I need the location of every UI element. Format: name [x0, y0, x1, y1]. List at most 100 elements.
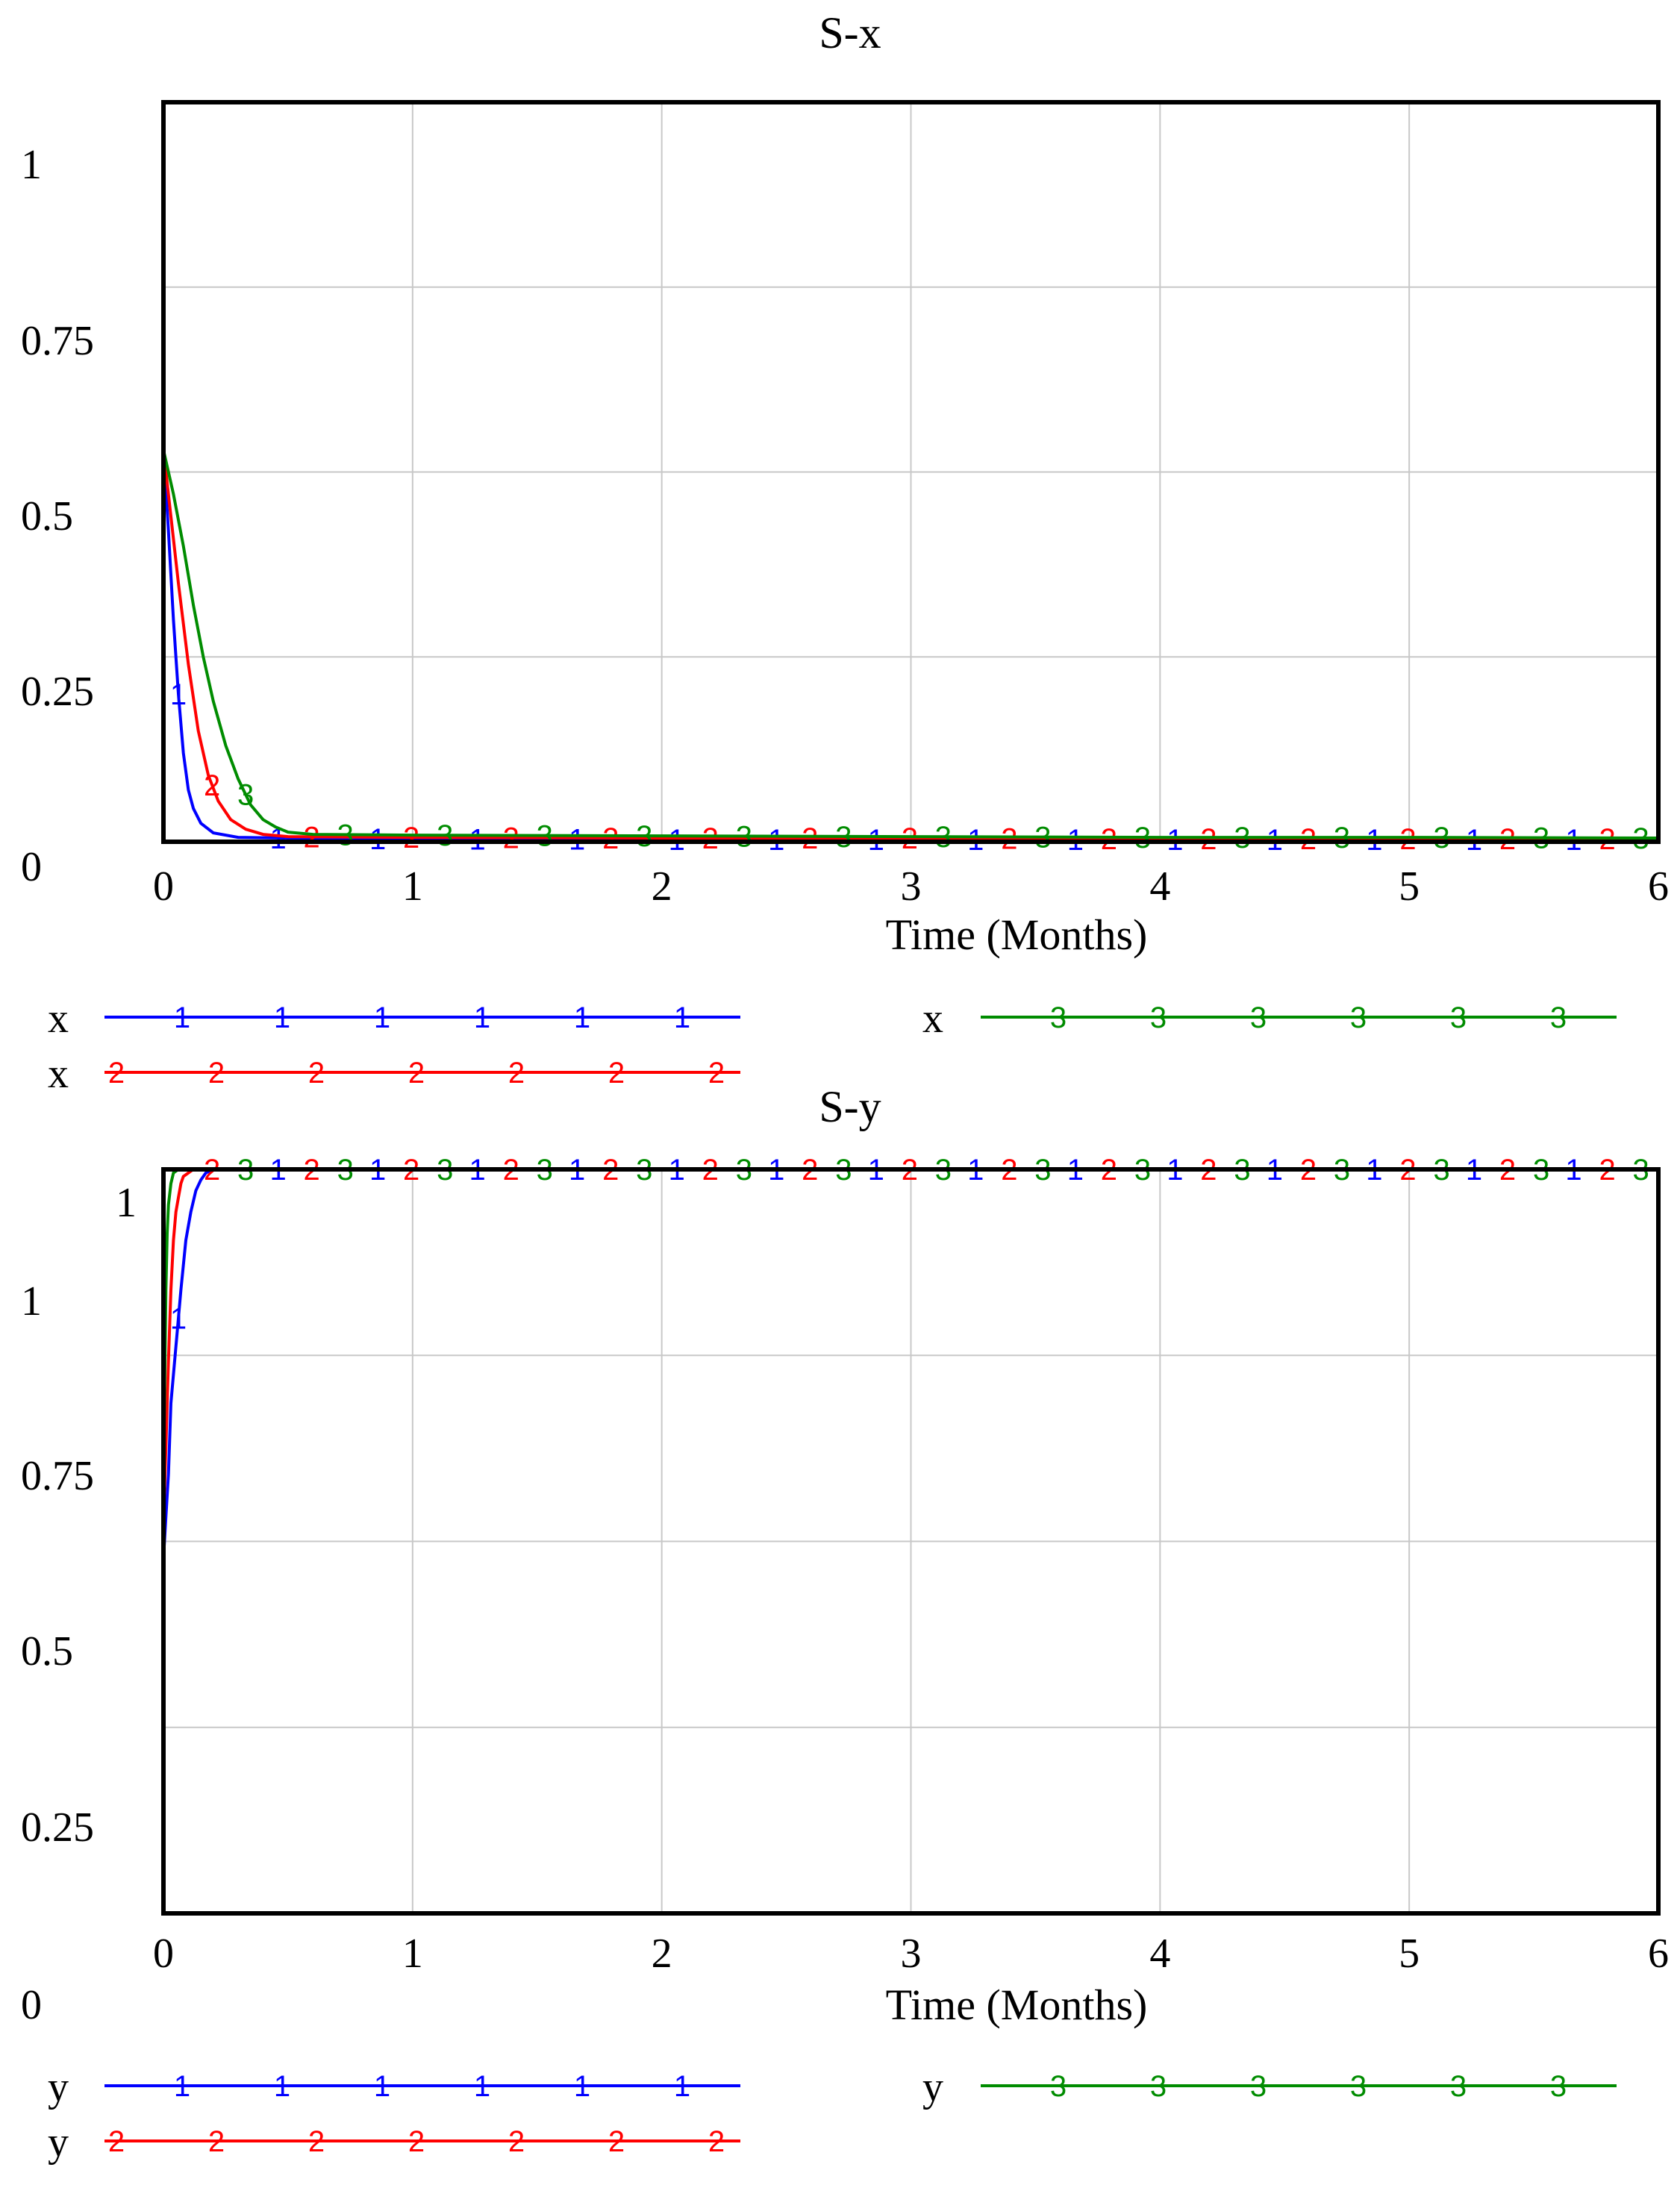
legend-marker-2: 2 [608, 2125, 625, 2158]
y-tick-label: 0.75 [21, 1453, 94, 1499]
series-marker-2: 2 [702, 822, 719, 855]
legend-marker-2: 2 [208, 1057, 225, 1090]
series-line-3 [162, 449, 1659, 840]
legend-marker-1: 1 [174, 1001, 190, 1034]
x-tick-label: 6 [1648, 863, 1669, 910]
x-tick-label: 2 [652, 863, 672, 910]
legend-marker-1: 1 [674, 1001, 690, 1034]
series-marker-2: 2 [902, 822, 918, 855]
series-marker-2: 2 [503, 822, 519, 854]
legend-marker-3: 3 [1550, 1001, 1567, 1034]
legend-marker-2: 2 [708, 1057, 725, 1090]
series-marker-3: 3 [1334, 822, 1350, 854]
series-marker-2: 2 [1001, 822, 1017, 855]
legend-marker-2: 2 [308, 2125, 325, 2158]
series-marker-3: 3 [935, 821, 952, 854]
legend-marker-2: 2 [608, 1057, 625, 1090]
x-tick-label: 6 [1648, 1931, 1669, 1977]
series-marker-3: 3 [337, 819, 354, 851]
series-marker-1: 1 [170, 678, 187, 711]
legend-marker-3: 3 [1150, 2070, 1167, 2103]
series-marker-2: 2 [1101, 823, 1117, 856]
series-marker-3: 3 [736, 820, 752, 853]
legend-marker-1: 1 [274, 2070, 290, 2103]
series-marker-3: 3 [1234, 822, 1250, 854]
legend-marker-3: 3 [1350, 1001, 1367, 1034]
legend-marker-3: 3 [1250, 2070, 1267, 2103]
chart-sy: 11 1 1 1 1 1 1 1 1 1 1 1 1 12 2 2 2 2 2 2 2 2 2 2 2 2 2 23 3 3 3 3 3 3 3 3 3… [21, 1154, 1669, 2028]
legend-marker-1: 1 [274, 1001, 290, 1034]
legend-label-3: y [922, 2064, 943, 2110]
legend-marker-1: 1 [674, 2070, 690, 2103]
y-tick-label: 0.25 [21, 669, 94, 715]
legend-label-2: y [48, 2119, 69, 2166]
series-marker-3: 3 [1533, 822, 1549, 855]
legend-marker-1: 1 [374, 2070, 390, 2103]
x-tick-label: 5 [1399, 1931, 1420, 1977]
x-tick-label: 0 [153, 1931, 174, 1977]
x-axis-label-sx: Time (Months) [886, 910, 1148, 959]
series-marker-1: 1 [369, 823, 386, 856]
series-marker-3: 3 [1433, 822, 1449, 854]
legend-label-1: y [48, 2064, 69, 2110]
series-marker-1: 1 [170, 1302, 187, 1335]
legend-marker-1: 1 [174, 2070, 190, 2103]
x-tick-label: 2 [652, 1931, 672, 1977]
legend-label-2: x [48, 1051, 69, 1097]
y-tick-label: 1 [21, 1278, 42, 1325]
series-marker-2: 2 [802, 822, 818, 855]
legend-marker-1: 1 [374, 1001, 390, 1034]
legend-marker-2: 2 [508, 2125, 525, 2158]
legend-marker-1: 1 [574, 1001, 590, 1034]
legend-marker-3: 3 [1350, 2070, 1367, 2103]
legend-label-3: x [922, 995, 943, 1042]
legend-marker-2: 2 [108, 1057, 125, 1090]
series-marker-3: 3 [1134, 822, 1151, 854]
y-tick-label: 0 [21, 1982, 42, 2028]
series-marker-3: 3 [537, 820, 553, 853]
legend-sx: x 1 1 1 1 1 1 x 2 2 2 2 2 2 2 x 3 3 3 3 3 3 [48, 995, 1617, 1097]
y-tick-label: 1 [116, 1180, 137, 1226]
legend-marker-3: 3 [1450, 1001, 1467, 1034]
legend-marker-2: 2 [508, 1057, 525, 1090]
legend-marker-3: 3 [1050, 2070, 1067, 2103]
legend-marker-1: 1 [474, 1001, 490, 1034]
series-marker-3: 3 [835, 821, 852, 854]
legend-sy: y 1 1 1 1 1 1 y 2 2 2 2 2 2 2 y 3 3 3 3 3 3 [48, 2064, 1617, 2166]
legend-marker-2: 2 [108, 2125, 125, 2158]
y-tick-label: 1 [21, 142, 42, 188]
series-marker-2: 2 [602, 822, 619, 855]
series-marker-3: 3 [1633, 822, 1649, 855]
legend-marker-3: 3 [1050, 1001, 1067, 1034]
y-tick-label: 0.25 [21, 1804, 94, 1851]
x-tick-label: 1 [402, 1931, 423, 1977]
chart-title-sy: S-y [819, 1082, 881, 1131]
legend-marker-1: 1 [474, 2070, 490, 2103]
y-tick-label: 0.5 [21, 1628, 73, 1675]
x-axis-label-sy: Time (Months) [886, 1981, 1148, 2029]
x-tick-label: 4 [1149, 1931, 1170, 1977]
x-tick-label: 5 [1399, 863, 1420, 910]
legend-marker-2: 2 [208, 2125, 225, 2158]
legend-marker-2: 2 [408, 1057, 425, 1090]
series-marker-2: 2 [204, 769, 220, 802]
legend-marker-3: 3 [1250, 1001, 1267, 1034]
x-tick-label: 4 [1149, 863, 1170, 910]
x-tick-label: 3 [901, 863, 922, 910]
legend-marker-3: 3 [1150, 1001, 1167, 1034]
y-tick-label: 0 [21, 844, 42, 890]
x-tick-label: 3 [901, 1931, 922, 1977]
legend-marker-2: 2 [708, 2125, 725, 2158]
series-marker-2: 2 [304, 821, 320, 854]
chart-sx: 11 1 1 1 1 1 1 1 1 1 1 1 1 122 2 2 2 2 2 2 2 2 2 2 2 2 233 3 3 3 3 3 3 3 3… [21, 100, 1669, 910]
series-marker-3: 3 [636, 820, 652, 853]
x-tick-label: 1 [402, 863, 423, 910]
plot-frame [161, 1167, 1661, 1916]
legend-marker-3: 3 [1550, 2070, 1567, 2103]
y-tick-label: 0.5 [21, 493, 73, 540]
legend-label-1: x [48, 995, 69, 1042]
chart-title-sx: S-x [819, 8, 881, 57]
legend-marker-1: 1 [574, 2070, 590, 2103]
series-marker-3: 3 [437, 819, 453, 852]
